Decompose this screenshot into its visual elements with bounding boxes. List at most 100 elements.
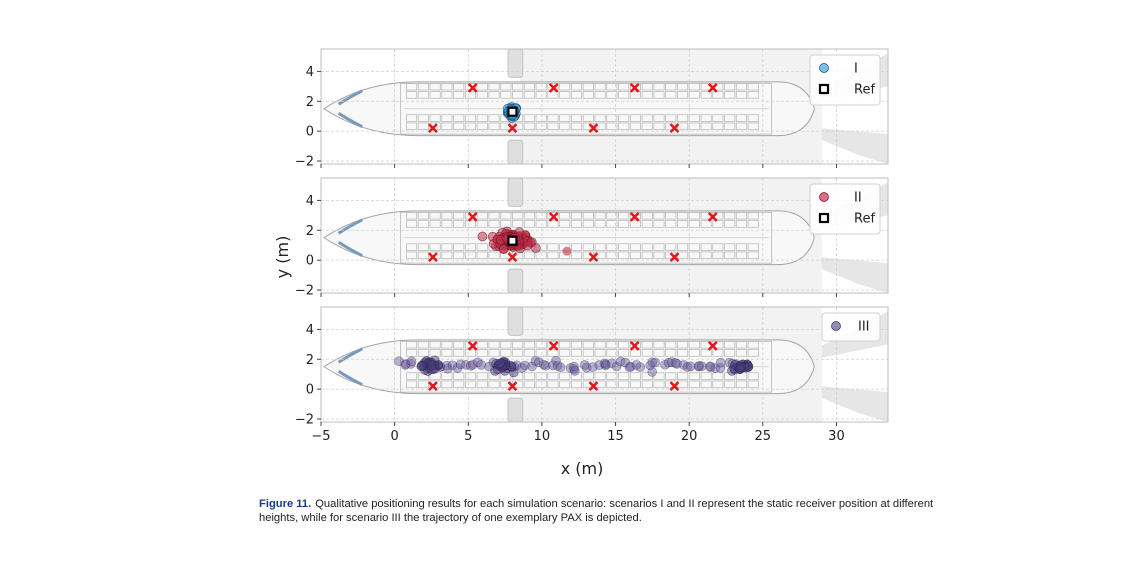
seat (641, 251, 653, 260)
anchor-stroke (669, 381, 680, 392)
y-tick-label: 4 (306, 65, 314, 80)
anchor-marker (629, 340, 640, 351)
seat (559, 114, 571, 122)
seat (523, 220, 535, 228)
y-tick-label: −2 (295, 155, 314, 170)
seat (700, 114, 712, 122)
seat (629, 243, 641, 251)
seat (700, 349, 712, 357)
figure-caption: Figure 11. Qualitative positioning result… (259, 497, 959, 525)
anchor-stroke (428, 252, 438, 263)
data-point (520, 360, 530, 371)
seat (747, 122, 759, 131)
legend-marker-ref (818, 83, 830, 95)
seat (712, 372, 724, 380)
legend-box (809, 54, 881, 106)
seat (629, 251, 641, 260)
seat (641, 114, 653, 122)
seat (476, 251, 488, 260)
seat (570, 243, 583, 251)
anchor-stroke (669, 252, 680, 263)
seat (523, 380, 535, 389)
seat (582, 114, 594, 122)
seat (724, 251, 736, 260)
anchor-stroke (507, 381, 518, 392)
seat (688, 243, 700, 251)
caption-text: Qualitative positioning results for each… (259, 498, 934, 524)
seat (594, 372, 606, 380)
seat (735, 114, 748, 122)
data-point (401, 359, 411, 369)
seat (629, 114, 641, 122)
seat (594, 220, 606, 228)
data-point (540, 360, 551, 371)
seat (535, 372, 547, 380)
seat (641, 372, 653, 380)
seat (523, 122, 535, 131)
seat (476, 114, 488, 122)
anchor-marker (588, 123, 599, 134)
seat (735, 251, 748, 260)
seat (712, 349, 724, 357)
seat (417, 114, 429, 122)
ref-marker (507, 106, 518, 117)
seat (417, 122, 429, 131)
anchor-stroke (467, 340, 478, 351)
anchor-stroke (507, 123, 518, 134)
seat (417, 380, 429, 389)
data-point (682, 362, 693, 372)
plot-content (321, 307, 888, 422)
seat (641, 243, 653, 251)
legend-box (809, 183, 881, 235)
data-point (715, 363, 726, 373)
ref-marker (507, 235, 518, 246)
seat (641, 220, 653, 228)
seat (653, 220, 665, 228)
seat (441, 372, 453, 380)
anchor-stroke (548, 340, 559, 351)
seat (653, 114, 665, 122)
seat (417, 349, 429, 357)
caption-label: Figure 11. (259, 498, 312, 510)
seat (618, 380, 630, 389)
seat (488, 91, 500, 99)
seat (688, 372, 700, 380)
seat (618, 349, 630, 357)
seat (488, 349, 500, 357)
seat (512, 380, 524, 389)
y-axis-label: y (m) (273, 236, 292, 279)
data-point (477, 231, 488, 242)
seat (441, 251, 453, 260)
x-tick-label: 10 (534, 429, 551, 444)
anchor-marker (507, 252, 518, 263)
seat (641, 380, 653, 389)
anchor-stroke (588, 123, 599, 134)
seat (406, 243, 418, 251)
seat (500, 349, 512, 357)
data-point (635, 362, 646, 372)
seat (559, 220, 571, 228)
seat (677, 372, 689, 380)
y-tick-label: 2 (306, 353, 314, 368)
legend-label-ref: Ref (854, 212, 875, 227)
seat (417, 220, 429, 228)
seat (735, 122, 748, 131)
anchor-marker (428, 381, 438, 392)
seat (724, 91, 736, 99)
seat (523, 114, 535, 122)
seat (712, 380, 724, 389)
seat (665, 220, 677, 228)
seat (747, 372, 759, 380)
anchor-stroke (467, 211, 478, 222)
seat (712, 91, 724, 99)
anchor-marker (467, 82, 478, 93)
seat (547, 349, 559, 357)
data-point (647, 367, 658, 377)
seat (535, 122, 547, 131)
data-point (452, 363, 463, 373)
seat (547, 372, 559, 380)
seat (665, 243, 677, 251)
seat (406, 380, 418, 389)
seat (677, 349, 689, 357)
seat (476, 349, 488, 357)
